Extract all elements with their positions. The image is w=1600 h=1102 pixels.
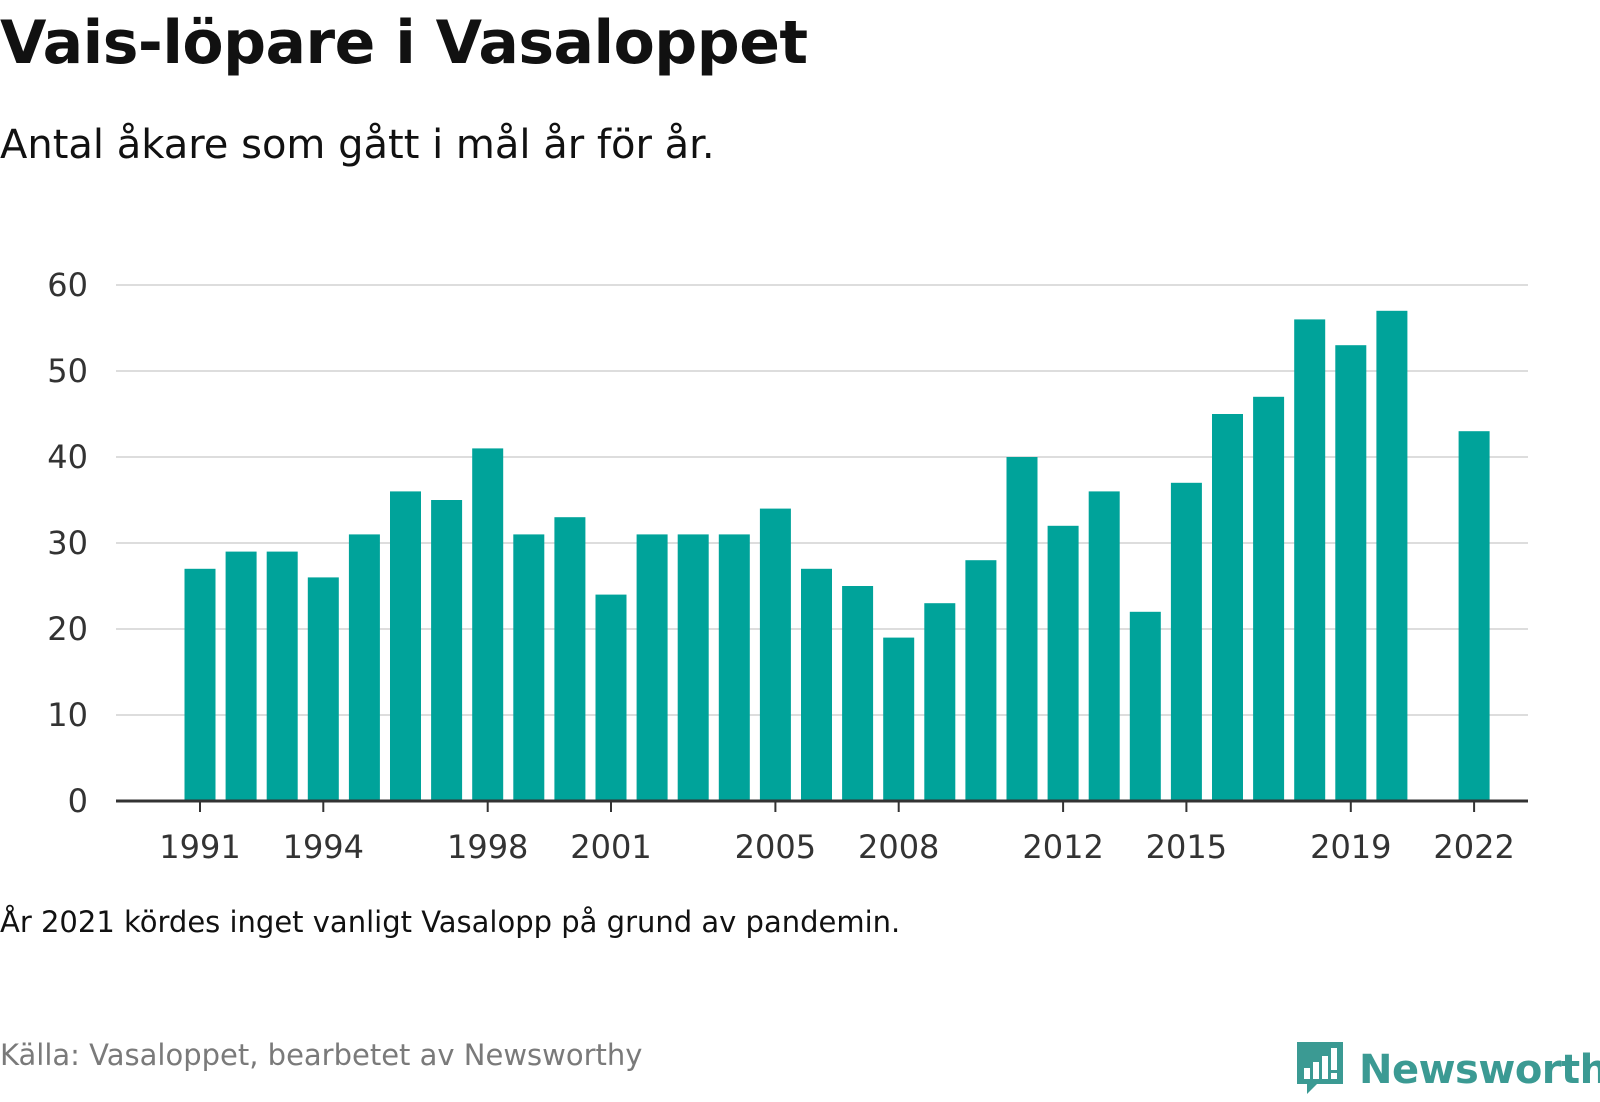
y-tick-label: 40 <box>47 438 88 476</box>
bar-2022 <box>1458 431 1490 801</box>
bar-2003 <box>677 534 709 801</box>
x-tick-label: 2008 <box>858 828 939 866</box>
x-tick-label: 2001 <box>570 828 651 866</box>
bar-1997 <box>431 500 463 801</box>
x-tick-label: 2022 <box>1433 828 1514 866</box>
y-tick-label: 30 <box>47 524 88 562</box>
bar-chart: 0 10 20 30 40 50 60 1991 1994 1998 2001 2005 2008 20… <box>47 266 1528 866</box>
newsworthy-logo[interactable]: Newsworthy <box>1295 1038 1600 1102</box>
bar-1995 <box>348 534 380 801</box>
y-tick-label: 50 <box>47 352 88 390</box>
bar-1999 <box>513 534 545 801</box>
source-credit: Källa: Vasaloppet, bearbetet av Newswort… <box>0 1038 643 1072</box>
bar-2001 <box>595 594 627 801</box>
x-tick-label: 1998 <box>447 828 528 866</box>
x-tick-label: 2012 <box>1022 828 1103 866</box>
x-tick-label: 2015 <box>1146 828 1227 866</box>
bar-2002 <box>636 534 668 801</box>
bar-2006 <box>801 568 832 801</box>
x-tick-label: 1994 <box>283 828 364 866</box>
y-tick-label: 10 <box>47 696 88 734</box>
bar-2019 <box>1335 345 1367 801</box>
bar-1992 <box>225 551 257 801</box>
bar-1991 <box>184 568 216 801</box>
bar-2020 <box>1376 310 1408 801</box>
footnote: År 2021 kördes inget vanligt Vasalopp på… <box>0 905 901 939</box>
bar-1996 <box>390 491 421 801</box>
chart-title: Vais-löpare i Vasaloppet <box>0 8 808 78</box>
y-axis-ticks: 0 10 20 30 40 50 60 <box>47 266 88 820</box>
bar-2004 <box>718 534 750 801</box>
newsworthy-logo-icon <box>1297 1042 1343 1094</box>
bar-2015 <box>1170 482 1202 801</box>
bar-2007 <box>842 586 874 801</box>
bar-2016 <box>1212 414 1243 801</box>
bar-2012 <box>1047 525 1079 801</box>
x-tick-label: 2005 <box>735 828 816 866</box>
bar-2009 <box>924 603 956 801</box>
bar-1994 <box>307 577 339 801</box>
x-tick-label: 1991 <box>159 828 240 866</box>
bar-2010 <box>965 560 997 801</box>
y-tick-label: 60 <box>47 266 88 304</box>
bar-2000 <box>554 517 586 801</box>
bar-1993 <box>266 551 298 801</box>
y-tick-label: 0 <box>68 782 88 820</box>
bar-2014 <box>1129 611 1161 801</box>
chart-subtitle: Antal åkare som gått i mål år för år. <box>0 122 715 168</box>
x-tick-label: 2019 <box>1310 828 1391 866</box>
bar-1998 <box>472 448 504 801</box>
x-axis-ticks: 1991 1994 1998 2001 2005 2008 2012 2015 2019 2022 <box>159 801 1515 866</box>
bar-2005 <box>759 508 791 801</box>
bar-2013 <box>1088 491 1120 801</box>
bar-2011 <box>1006 457 1038 801</box>
y-tick-label: 20 <box>47 610 88 648</box>
bar-2018 <box>1294 319 1326 801</box>
bar-2008 <box>883 637 915 801</box>
bar-2017 <box>1253 396 1285 801</box>
bars <box>184 310 1490 801</box>
brand-name: Newsworthy <box>1359 1047 1600 1093</box>
